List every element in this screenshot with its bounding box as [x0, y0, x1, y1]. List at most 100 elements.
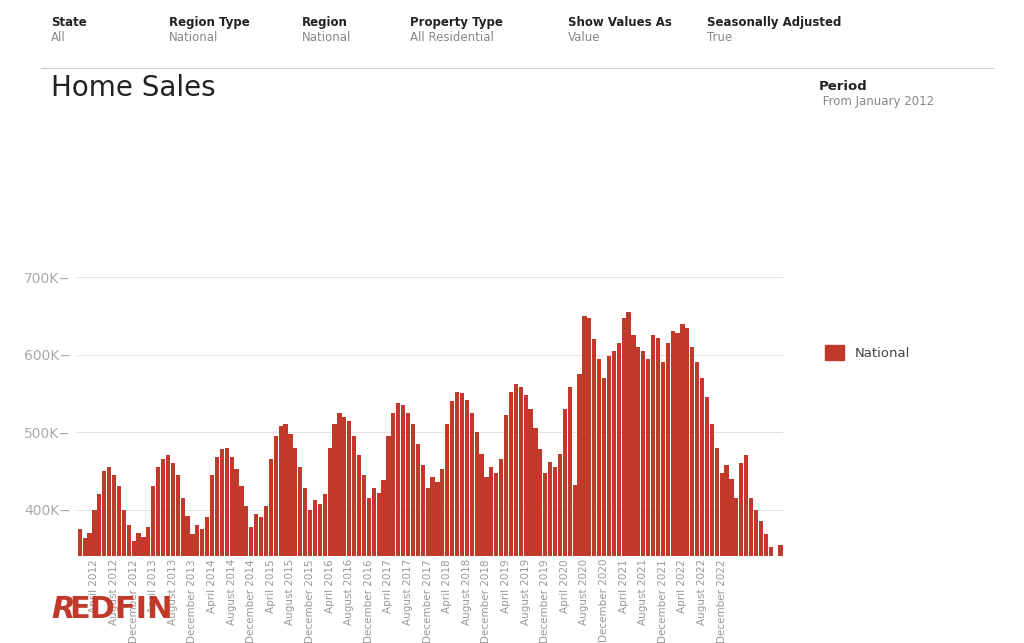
- Bar: [655, 338, 660, 643]
- Bar: [700, 378, 705, 643]
- Bar: [131, 541, 136, 643]
- Bar: [572, 485, 577, 643]
- Bar: [317, 503, 322, 643]
- Bar: [495, 473, 499, 643]
- Text: Property Type: Property Type: [410, 16, 503, 29]
- Bar: [279, 426, 283, 643]
- Bar: [558, 454, 562, 643]
- Bar: [92, 510, 96, 643]
- Bar: [220, 449, 224, 643]
- Bar: [563, 409, 567, 643]
- Bar: [328, 448, 332, 643]
- Bar: [597, 359, 601, 643]
- Bar: [518, 387, 523, 643]
- Bar: [411, 424, 415, 643]
- Bar: [249, 527, 253, 643]
- Bar: [607, 356, 611, 643]
- Bar: [764, 534, 768, 643]
- Bar: [386, 436, 390, 643]
- Bar: [196, 525, 200, 643]
- Text: All: All: [51, 31, 66, 44]
- Bar: [337, 413, 342, 643]
- Bar: [729, 478, 733, 643]
- Bar: [690, 347, 694, 643]
- Bar: [685, 327, 689, 643]
- Bar: [583, 316, 587, 643]
- Bar: [465, 400, 469, 643]
- Bar: [382, 480, 386, 643]
- Bar: [224, 448, 228, 643]
- Bar: [117, 487, 121, 643]
- Bar: [273, 436, 278, 643]
- Bar: [391, 413, 395, 643]
- Bar: [705, 397, 709, 643]
- Bar: [416, 444, 420, 643]
- Text: National: National: [302, 31, 351, 44]
- Bar: [440, 469, 444, 643]
- Bar: [141, 537, 145, 643]
- Bar: [769, 547, 773, 643]
- Bar: [357, 455, 361, 643]
- Bar: [676, 333, 680, 643]
- Bar: [136, 533, 140, 643]
- Bar: [185, 516, 189, 643]
- Bar: [264, 506, 268, 643]
- Bar: [396, 403, 400, 643]
- Bar: [215, 457, 219, 643]
- Bar: [773, 557, 777, 643]
- Bar: [367, 498, 371, 643]
- Bar: [636, 347, 640, 643]
- Bar: [489, 467, 494, 643]
- Bar: [543, 473, 547, 643]
- Text: National: National: [169, 31, 218, 44]
- Bar: [166, 455, 170, 643]
- Bar: [352, 436, 356, 643]
- Bar: [430, 477, 434, 643]
- Bar: [87, 533, 91, 643]
- Bar: [426, 488, 430, 643]
- Bar: [180, 498, 184, 643]
- Bar: [298, 467, 302, 643]
- Bar: [587, 318, 592, 643]
- Bar: [660, 363, 665, 643]
- Bar: [509, 392, 513, 643]
- Text: Region: Region: [302, 16, 348, 29]
- Bar: [616, 343, 621, 643]
- Bar: [200, 529, 205, 643]
- Bar: [450, 401, 455, 643]
- Bar: [744, 455, 749, 643]
- Bar: [528, 409, 532, 643]
- Bar: [421, 465, 425, 643]
- Bar: [627, 312, 631, 643]
- Bar: [240, 487, 244, 643]
- Bar: [710, 424, 714, 643]
- Bar: [720, 473, 724, 643]
- Bar: [303, 488, 307, 643]
- Bar: [401, 405, 406, 643]
- Bar: [724, 465, 729, 643]
- Bar: [293, 448, 297, 643]
- Bar: [171, 463, 175, 643]
- Bar: [759, 521, 763, 643]
- Bar: [161, 459, 165, 643]
- Text: Region Type: Region Type: [169, 16, 250, 29]
- Bar: [671, 332, 675, 643]
- Bar: [146, 527, 151, 643]
- Bar: [229, 457, 233, 643]
- Bar: [578, 374, 582, 643]
- Bar: [254, 514, 258, 643]
- Bar: [102, 471, 106, 643]
- Bar: [651, 336, 655, 643]
- Bar: [323, 494, 327, 643]
- Bar: [479, 454, 483, 643]
- Bar: [474, 432, 478, 643]
- Text: Home Sales: Home Sales: [51, 74, 216, 102]
- Bar: [245, 506, 249, 643]
- Bar: [646, 359, 650, 643]
- Bar: [592, 340, 596, 643]
- Bar: [127, 525, 131, 643]
- Bar: [602, 378, 606, 643]
- Bar: [108, 467, 112, 643]
- Legend: National: National: [825, 345, 909, 361]
- Bar: [484, 477, 488, 643]
